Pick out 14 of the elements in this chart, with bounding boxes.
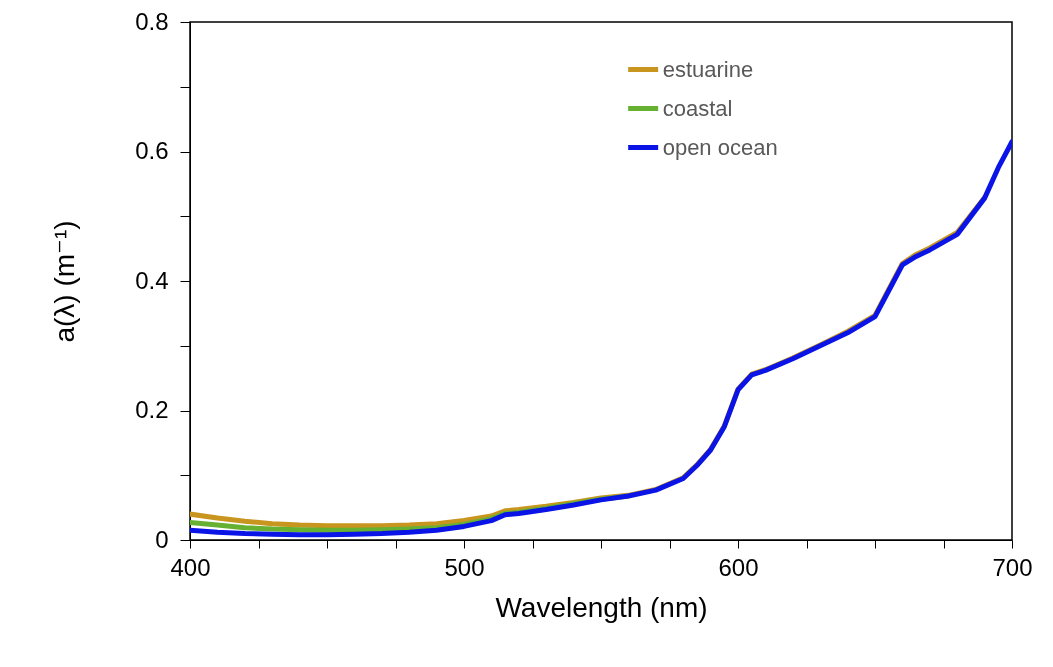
legend-label: open ocean	[662, 134, 778, 160]
x-tick-label: 500	[444, 553, 485, 581]
y-tick-label: 0.6	[135, 137, 169, 164]
x-tick-label: 600	[718, 553, 759, 581]
x-tick-label: 700	[992, 553, 1033, 581]
legend-label: coastal	[662, 95, 733, 121]
legend-label: estuarine	[662, 56, 754, 82]
y-tick-label: 0.8	[135, 7, 169, 35]
y-tick-label: 0	[155, 525, 169, 553]
y-tick-label: 0.2	[135, 396, 169, 423]
y-axis-title: a(λ) (m⁻¹)	[49, 220, 81, 343]
y-tick-label: 0.4	[135, 266, 169, 294]
x-axis-title: Wavelength (nm)	[495, 591, 708, 623]
x-tick-label: 400	[170, 553, 211, 581]
